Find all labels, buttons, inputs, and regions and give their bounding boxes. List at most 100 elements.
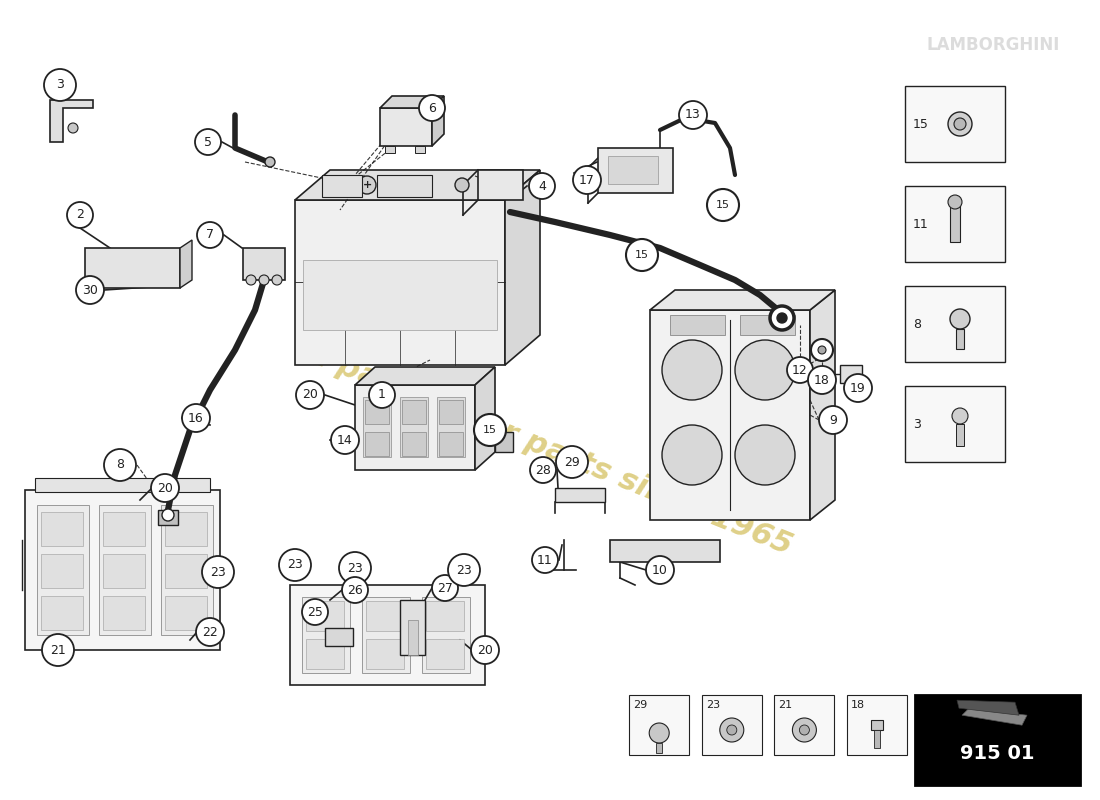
Circle shape (104, 449, 136, 481)
Circle shape (265, 157, 275, 167)
Polygon shape (158, 510, 178, 525)
Text: 25: 25 (307, 606, 323, 618)
FancyBboxPatch shape (905, 386, 1005, 462)
FancyBboxPatch shape (905, 186, 1005, 262)
FancyBboxPatch shape (385, 146, 395, 153)
Circle shape (246, 275, 256, 285)
FancyBboxPatch shape (905, 286, 1005, 362)
FancyBboxPatch shape (740, 315, 795, 335)
Circle shape (358, 176, 376, 194)
Circle shape (530, 457, 556, 483)
Text: 15: 15 (483, 425, 497, 435)
FancyBboxPatch shape (437, 397, 465, 457)
FancyBboxPatch shape (165, 596, 207, 630)
Polygon shape (475, 367, 495, 470)
FancyBboxPatch shape (670, 315, 725, 335)
Text: 18: 18 (814, 374, 829, 386)
Text: 19: 19 (850, 382, 866, 394)
FancyBboxPatch shape (439, 432, 463, 456)
Text: 15: 15 (716, 200, 730, 210)
Circle shape (556, 446, 588, 478)
Circle shape (529, 173, 556, 199)
Text: 16: 16 (188, 411, 204, 425)
Circle shape (455, 178, 469, 192)
FancyBboxPatch shape (598, 148, 673, 193)
FancyBboxPatch shape (302, 597, 350, 673)
FancyBboxPatch shape (25, 490, 220, 650)
Text: 21: 21 (51, 643, 66, 657)
Text: 7: 7 (206, 229, 214, 242)
Circle shape (662, 340, 722, 400)
Text: 8: 8 (913, 318, 921, 330)
FancyBboxPatch shape (847, 695, 907, 755)
Circle shape (770, 306, 794, 330)
Polygon shape (50, 100, 94, 142)
FancyBboxPatch shape (103, 554, 145, 588)
FancyBboxPatch shape (295, 200, 505, 365)
FancyBboxPatch shape (556, 488, 605, 502)
FancyBboxPatch shape (103, 512, 145, 546)
Text: 4: 4 (538, 179, 546, 193)
FancyBboxPatch shape (774, 695, 835, 755)
Text: 29: 29 (564, 455, 580, 469)
FancyBboxPatch shape (905, 86, 1005, 162)
FancyBboxPatch shape (400, 397, 428, 457)
FancyBboxPatch shape (956, 424, 964, 446)
Text: 27: 27 (437, 582, 453, 594)
Circle shape (626, 239, 658, 271)
Circle shape (196, 618, 224, 646)
Text: 17: 17 (579, 174, 595, 186)
Text: 22: 22 (202, 626, 218, 638)
FancyBboxPatch shape (415, 146, 425, 153)
Text: a passion for parts since 1965: a passion for parts since 1965 (304, 339, 796, 561)
FancyBboxPatch shape (950, 206, 960, 242)
Circle shape (296, 381, 324, 409)
FancyBboxPatch shape (608, 156, 658, 184)
FancyBboxPatch shape (302, 260, 497, 330)
Polygon shape (379, 96, 444, 108)
FancyBboxPatch shape (657, 743, 662, 753)
FancyBboxPatch shape (37, 505, 89, 635)
Circle shape (331, 426, 359, 454)
Text: 28: 28 (535, 463, 551, 477)
Circle shape (800, 725, 810, 735)
FancyBboxPatch shape (495, 432, 513, 452)
Text: 21: 21 (779, 700, 792, 710)
Polygon shape (810, 290, 835, 520)
Polygon shape (295, 170, 540, 200)
Circle shape (67, 202, 94, 228)
Circle shape (844, 374, 872, 402)
FancyBboxPatch shape (35, 478, 210, 492)
Circle shape (68, 123, 78, 133)
Circle shape (302, 599, 328, 625)
FancyBboxPatch shape (871, 720, 883, 730)
FancyBboxPatch shape (402, 432, 426, 456)
Text: 26: 26 (348, 583, 363, 597)
Text: 3: 3 (56, 78, 64, 91)
Circle shape (279, 549, 311, 581)
Circle shape (368, 382, 395, 408)
Circle shape (950, 309, 970, 329)
Text: 12: 12 (792, 363, 807, 377)
Polygon shape (355, 367, 495, 385)
Circle shape (197, 222, 223, 248)
Text: 10: 10 (652, 563, 668, 577)
Text: 9: 9 (829, 414, 837, 426)
Circle shape (448, 554, 480, 586)
Text: LAMBORGHINI: LAMBORGHINI (926, 36, 1060, 54)
FancyBboxPatch shape (41, 512, 82, 546)
FancyBboxPatch shape (290, 585, 485, 685)
Text: 8: 8 (116, 458, 124, 471)
Text: 14: 14 (337, 434, 353, 446)
Polygon shape (650, 290, 835, 310)
Circle shape (162, 509, 174, 521)
Text: 29: 29 (634, 700, 648, 710)
FancyBboxPatch shape (41, 596, 82, 630)
Circle shape (735, 425, 795, 485)
Text: 23: 23 (287, 558, 303, 571)
Circle shape (811, 339, 833, 361)
Circle shape (44, 69, 76, 101)
FancyBboxPatch shape (362, 597, 410, 673)
FancyBboxPatch shape (85, 248, 180, 288)
Circle shape (649, 723, 669, 743)
